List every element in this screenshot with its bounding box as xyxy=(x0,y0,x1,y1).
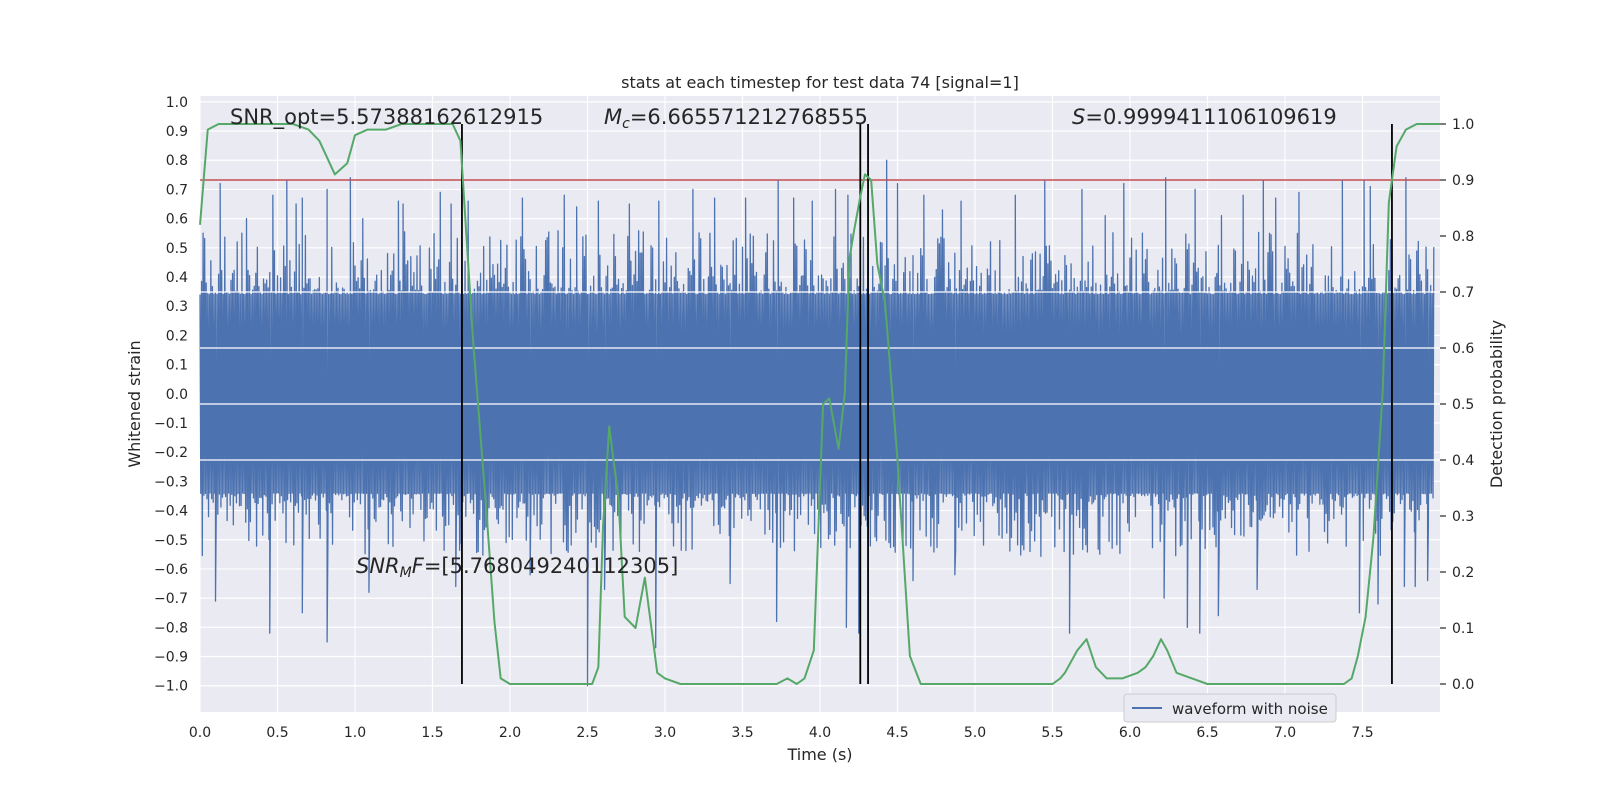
y-tick-label-left: 0.3 xyxy=(166,299,188,315)
x-tick-label: 3.5 xyxy=(731,725,753,741)
annotation-snr-mf-symbol: SNR xyxy=(356,554,400,578)
annotation-s-value: =0.9999411106109619 xyxy=(1085,105,1336,129)
x-tick-label: 4.5 xyxy=(886,725,908,741)
y-tick-label-right: 0.9 xyxy=(1452,173,1474,189)
x-tick-label: 6.0 xyxy=(1119,725,1141,741)
y-tick-label-right: 0.5 xyxy=(1452,397,1474,413)
legend-frame xyxy=(1123,693,1337,723)
probability-series xyxy=(199,123,1440,685)
series-line-detection-probability xyxy=(199,123,1440,685)
y-tick-label-left: 1.0 xyxy=(166,95,188,111)
annotation-snr-mf-value: =[5.768049240112305] xyxy=(424,554,678,578)
y-tick-label-right: 0.2 xyxy=(1452,565,1474,581)
x-tick-label: 5.0 xyxy=(964,725,986,741)
x-axis-label: Time (s) xyxy=(786,745,852,764)
y-tick-label-left: 0.1 xyxy=(166,358,188,374)
x-tick-label: 7.5 xyxy=(1351,725,1373,741)
y-tick-label-left: 0.8 xyxy=(166,153,188,169)
y-tick-label-right: 0.1 xyxy=(1452,621,1474,637)
annotation-snr-mf: SNRMF=[5.768049240112305] xyxy=(356,554,678,581)
y-tick-label-left: 0.5 xyxy=(166,241,188,257)
annotation-snr-mf-subscript: M xyxy=(400,565,412,581)
y-tick-label-left: −0.9 xyxy=(154,650,188,666)
y-tick-label-right: 0.7 xyxy=(1452,285,1474,301)
y-tick-label-left: −0.2 xyxy=(154,445,188,461)
y-tick-label-right: 1.0 xyxy=(1452,117,1474,133)
x-tick-label: 3.0 xyxy=(654,725,676,741)
x-tick-label: 0.5 xyxy=(266,725,288,741)
y-tick-label-right: 0.0 xyxy=(1452,677,1474,693)
x-tick-label: 7.0 xyxy=(1274,725,1296,741)
x-tick-label: 4.0 xyxy=(809,725,831,741)
x-tick-label: 1.5 xyxy=(421,725,443,741)
x-tick-label: 6.5 xyxy=(1196,725,1218,741)
y-tick-label-left: 0.2 xyxy=(166,328,188,344)
y-tick-label-right: 0.4 xyxy=(1452,453,1474,469)
y-tick-label-left: −0.6 xyxy=(154,562,188,578)
x-tick-label: 2.0 xyxy=(499,725,521,741)
y-tick-label-left: 0.7 xyxy=(166,182,188,198)
x-tick-label: 2.5 xyxy=(576,725,598,741)
y-tick-label-right: 0.6 xyxy=(1452,341,1474,357)
legend-label-waveform: waveform with noise xyxy=(1172,700,1328,718)
y-tick-label-left: 0.9 xyxy=(166,124,188,140)
annotation-chirp-mass: Mc=6.665571212768555 xyxy=(604,105,868,132)
y-tick-label-left: −0.8 xyxy=(154,620,188,636)
y-tick-label-left: −0.5 xyxy=(154,533,188,549)
x-tick-label: 1.0 xyxy=(344,725,366,741)
x-tick-label: 5.5 xyxy=(1041,725,1063,741)
legend: waveform with noise xyxy=(1123,693,1337,723)
y-tick-label-left: −1.0 xyxy=(154,679,188,695)
y-tick-label-right: 0.3 xyxy=(1452,509,1474,525)
annotation-chirp-mass-value: =6.665571212768555 xyxy=(630,105,868,129)
chart-title: stats at each timestep for test data 74 … xyxy=(621,73,1019,92)
axis-ticks: 0.0 0.5 1.0 1.5 2.0 2.5 3.0 3.5 4.0 4.5 5.0 5.5 6.0 6… xyxy=(154,95,1474,741)
annotation-s-symbol: S xyxy=(1072,105,1085,129)
y-tick-label-left: 0.0 xyxy=(166,387,188,403)
annotation-snr-mf-symbol-tail: F xyxy=(412,554,425,578)
y-tick-label-right: 0.8 xyxy=(1452,229,1474,245)
annotation-s: S=0.9999411106109619 xyxy=(1072,105,1337,129)
annotation-chirp-mass-subscript: c xyxy=(622,116,630,132)
y-axis-label-left: Whitened strain xyxy=(125,340,144,467)
y-tick-label-left: −0.4 xyxy=(154,504,188,520)
annotation-snr-opt: SNR_opt=5.57388162612915 xyxy=(230,105,543,130)
y-tick-label-left: −0.1 xyxy=(154,416,188,432)
y-tick-label-left: 0.6 xyxy=(166,212,188,228)
y-tick-label-left: −0.3 xyxy=(154,474,188,490)
y-tick-label-left: −0.7 xyxy=(154,591,188,607)
annotation-chirp-mass-symbol: M xyxy=(604,105,622,129)
series-line-waveform-with-noise xyxy=(199,159,1435,687)
y-axis-label-right: Detection probability xyxy=(1487,320,1506,488)
overlay-lines xyxy=(200,124,1440,684)
x-tick-label: 0.0 xyxy=(189,725,211,741)
y-tick-label-left: 0.4 xyxy=(166,270,188,286)
